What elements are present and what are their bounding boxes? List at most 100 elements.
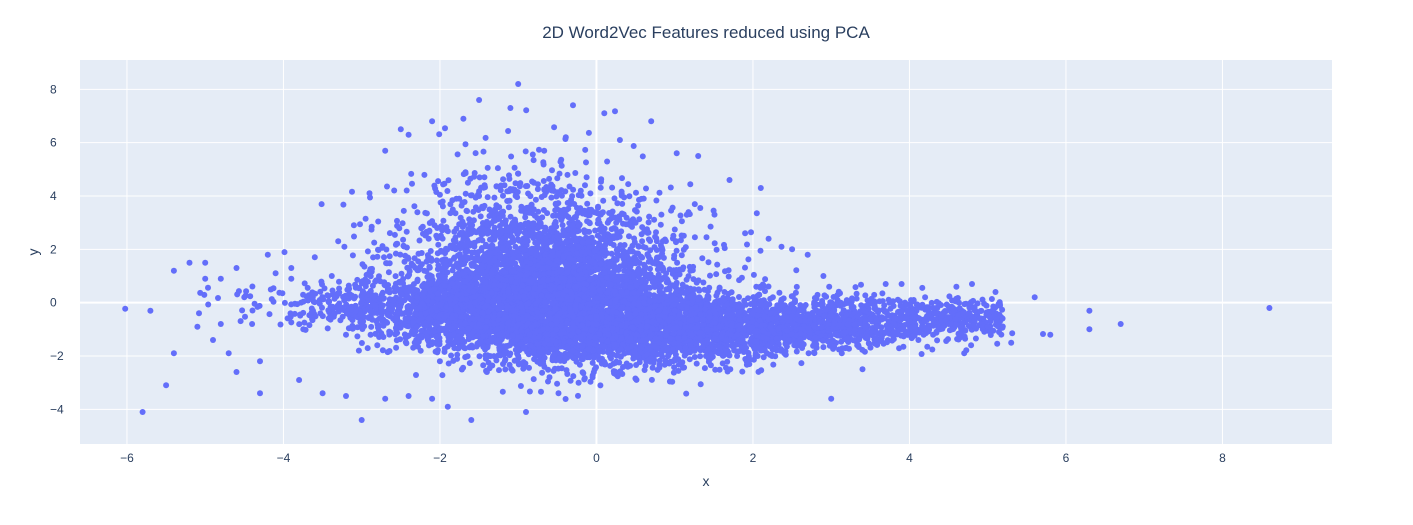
scatter-point: [349, 317, 356, 324]
scatter-point: [455, 344, 462, 351]
scatter-point: [499, 388, 506, 395]
scatter-point: [237, 318, 244, 325]
scatter-point: [727, 366, 734, 373]
scatter-point: [641, 367, 648, 373]
scatter-point: [799, 345, 806, 351]
scatter-point: [632, 375, 639, 382]
scatter-point: [659, 353, 666, 360]
scatter-point: [530, 376, 537, 383]
scatter-point: [502, 356, 509, 363]
scatter-point: [495, 336, 502, 343]
scatter-point: [734, 353, 741, 359]
scatter-point: [297, 312, 304, 319]
scatter-point: [749, 324, 756, 331]
scatter-point: [441, 345, 448, 352]
scatter-point: [646, 305, 653, 312]
scatter-point: [502, 343, 509, 350]
scatter-point: [588, 327, 595, 334]
scatter-point: [772, 353, 779, 360]
scatter-point: [544, 336, 551, 343]
scatter-point: [484, 344, 491, 351]
scatter-point: [526, 388, 533, 395]
scatter-point: [820, 344, 827, 351]
scatter-point: [716, 366, 723, 373]
scatter-point: [522, 336, 529, 343]
scatter-point: [454, 351, 461, 358]
scatter-point: [549, 331, 556, 338]
scatter-point: [510, 312, 517, 319]
scatter-point: [824, 338, 831, 345]
scatter-point: [502, 366, 509, 373]
scatter-point: [697, 381, 704, 388]
scatter-point: [563, 367, 570, 374]
scatter-point: [402, 315, 409, 322]
scatter-point: [316, 300, 323, 307]
scatter-point: [547, 315, 554, 322]
scatter-point: [798, 360, 805, 367]
scatter-point: [662, 309, 669, 316]
scatter-point: [449, 341, 456, 348]
scatter-point: [385, 311, 391, 318]
scatter-point: [612, 368, 618, 375]
scatter-point: [465, 325, 472, 332]
scatter-point: [773, 335, 780, 342]
scatter-point: [302, 326, 309, 333]
scatter-point: [699, 316, 706, 323]
plot-background: [80, 60, 1332, 444]
scatter-point: [425, 315, 432, 322]
scatter-point: [325, 307, 332, 314]
scatter-point: [679, 281, 686, 288]
scatter-point: [785, 337, 792, 344]
scatter-point: [867, 344, 874, 351]
scatter-point: [300, 298, 307, 305]
scatter-point: [334, 290, 341, 297]
scatter-point: [434, 347, 441, 353]
scatter-point: [301, 280, 308, 287]
scatter-point: [493, 357, 500, 364]
scatter-point: [721, 317, 728, 324]
scatter-point: [534, 358, 541, 365]
scatter-point: [752, 350, 759, 357]
scatter-point: [884, 339, 890, 346]
scatter-point: [647, 355, 654, 362]
scatter-point: [590, 347, 597, 354]
scatter-point: [450, 357, 457, 364]
scatter-point: [465, 336, 472, 343]
scatter-point: [367, 331, 374, 338]
scatter-point: [448, 305, 455, 312]
scatter-point: [661, 314, 668, 320]
scatter-point: [644, 345, 651, 351]
scatter-point: [549, 300, 556, 307]
scatter-point: [354, 333, 361, 340]
scatter-point: [294, 301, 301, 308]
scatter-point: [783, 342, 790, 349]
scatter-point: [480, 362, 487, 369]
scatter-point: [1009, 330, 1016, 337]
scatter-point: [410, 319, 417, 326]
scatter-point: [637, 345, 644, 352]
scatter-point: [479, 309, 486, 316]
scatter-point: [617, 369, 624, 376]
scatter-point: [311, 299, 318, 306]
scatter-point: [813, 341, 820, 348]
scatter-point: [412, 340, 419, 347]
scatter-point: [648, 376, 655, 383]
scatter-point: [393, 337, 400, 344]
scatter-point: [647, 298, 654, 305]
scatter-point: [550, 346, 557, 352]
scatter-point: [562, 355, 568, 362]
scatter-point: [686, 356, 693, 363]
scatter-point: [636, 317, 643, 324]
scatter-point: [466, 360, 473, 367]
scatter-point: [656, 357, 663, 364]
scatter-point: [409, 327, 416, 334]
scatter-point: [555, 390, 562, 397]
scatter-point: [479, 316, 486, 323]
scatter-point: [570, 373, 577, 380]
scatter-point: [235, 288, 242, 295]
scatter-point: [620, 364, 626, 370]
scatter-point: [568, 309, 575, 316]
scatter-point: [496, 367, 502, 374]
scatter-point: [205, 284, 211, 291]
